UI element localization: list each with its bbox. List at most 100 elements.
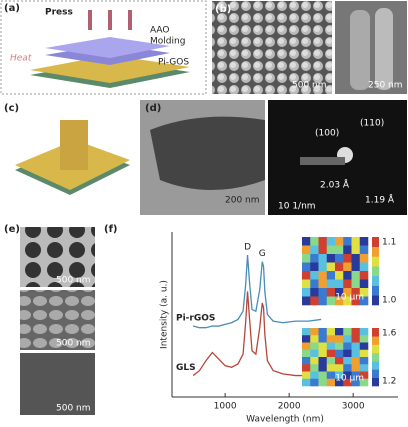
colorbar <box>372 352 379 362</box>
map-cell <box>318 271 328 280</box>
y-axis-label: Intensity (a. u.) <box>160 280 170 349</box>
map-cell <box>335 349 344 358</box>
map-cell <box>335 262 344 272</box>
map-cell <box>326 296 336 306</box>
annotation: G <box>259 249 266 259</box>
map-cell <box>335 254 344 263</box>
map-cell <box>335 371 344 380</box>
map-cell <box>326 237 336 246</box>
map-cell <box>359 335 369 343</box>
map-cell <box>351 342 361 351</box>
map-cell <box>343 328 352 336</box>
panel-d: (d) 200 nm 10 1/nm (100) (110) 2.03 Å 1.… <box>140 100 407 215</box>
map-cell <box>335 296 344 306</box>
label: 2.03 Å <box>320 179 350 191</box>
map-cell <box>359 237 369 246</box>
series-label: GLS <box>176 363 196 373</box>
spectrum <box>192 255 322 329</box>
map-cell <box>318 237 328 246</box>
map-cell <box>318 288 328 297</box>
scale-label: 500 nm <box>56 404 91 414</box>
colorbar <box>372 285 379 296</box>
series-label: Pi-rGOS <box>176 314 215 324</box>
map-cell <box>310 364 319 372</box>
map-cell <box>351 271 361 280</box>
map-cell <box>335 364 344 372</box>
map-cell <box>351 245 361 255</box>
map-cell <box>351 364 361 372</box>
map-cell <box>343 378 352 387</box>
label: Press <box>45 8 73 18</box>
map-cell <box>302 342 311 351</box>
x-tick-label: 3000 <box>342 402 365 412</box>
panel-label: (d) <box>145 103 161 114</box>
map-cell <box>302 279 311 289</box>
colorbar-tick: 1.0 <box>382 296 397 306</box>
map-cell <box>310 335 319 343</box>
map-cell <box>326 262 336 272</box>
map-cell <box>302 254 311 263</box>
label: Pi-GOS <box>158 58 189 68</box>
colorbar <box>372 361 379 370</box>
map-cell <box>359 245 369 255</box>
map-cell <box>326 364 336 372</box>
map-cell <box>335 378 344 387</box>
colorbar <box>372 369 379 379</box>
colorbar <box>372 246 379 257</box>
map-cell <box>343 245 352 255</box>
scale-label: 10 μm <box>335 293 364 303</box>
map-cell <box>351 262 361 272</box>
map-cell <box>310 237 319 246</box>
map-cell <box>310 371 319 380</box>
map-cell <box>318 262 328 272</box>
panel-c: (c) <box>4 103 130 195</box>
map-cell <box>326 349 336 358</box>
map-cell <box>310 378 319 387</box>
map-cell <box>326 245 336 255</box>
map-cell <box>326 371 336 380</box>
map-cell <box>335 271 344 280</box>
map-cell <box>335 237 344 246</box>
scale-label: 10 μm <box>335 374 364 384</box>
scale-label: 500 nm <box>56 339 91 349</box>
map-cell <box>351 371 361 380</box>
map-cell <box>359 357 369 365</box>
map-cell <box>351 328 361 336</box>
annotation: D <box>244 243 251 253</box>
scale-label: 250 nm <box>368 81 403 91</box>
map-cell <box>343 262 352 272</box>
colorbar-tick: 1.6 <box>382 329 397 339</box>
map-cell <box>335 357 344 365</box>
map-cell <box>302 349 311 358</box>
colorbar <box>372 295 379 306</box>
map-cell <box>310 288 319 297</box>
map-cell <box>351 296 361 306</box>
map-cell <box>326 378 336 387</box>
colorbar <box>372 328 379 337</box>
map-cell <box>351 288 361 297</box>
map-cell <box>310 328 319 336</box>
map-cell <box>318 371 328 380</box>
colorbar <box>372 336 379 345</box>
map-cell <box>326 328 336 336</box>
map-cell <box>302 245 311 255</box>
map-cell <box>302 262 311 272</box>
map-cell <box>359 288 369 297</box>
map-cell <box>343 357 352 365</box>
map-cell <box>343 279 352 289</box>
map-cell <box>318 328 328 336</box>
colorbar-tick: 1.2 <box>382 377 396 387</box>
map-cell <box>310 254 319 263</box>
panel-label: (a) <box>4 3 20 14</box>
map-cell <box>351 349 361 358</box>
map-cell <box>318 254 328 263</box>
scale-label: 200 nm <box>225 196 260 206</box>
label: AAO <box>150 26 170 36</box>
map-cell <box>359 349 369 358</box>
map-cell <box>351 279 361 289</box>
panel-b: (b) 500 nm 250 nm <box>212 1 407 94</box>
map-cell <box>343 271 352 280</box>
map-cell <box>351 378 361 387</box>
map-cell <box>318 342 328 351</box>
panel-label: (f) <box>104 224 118 235</box>
